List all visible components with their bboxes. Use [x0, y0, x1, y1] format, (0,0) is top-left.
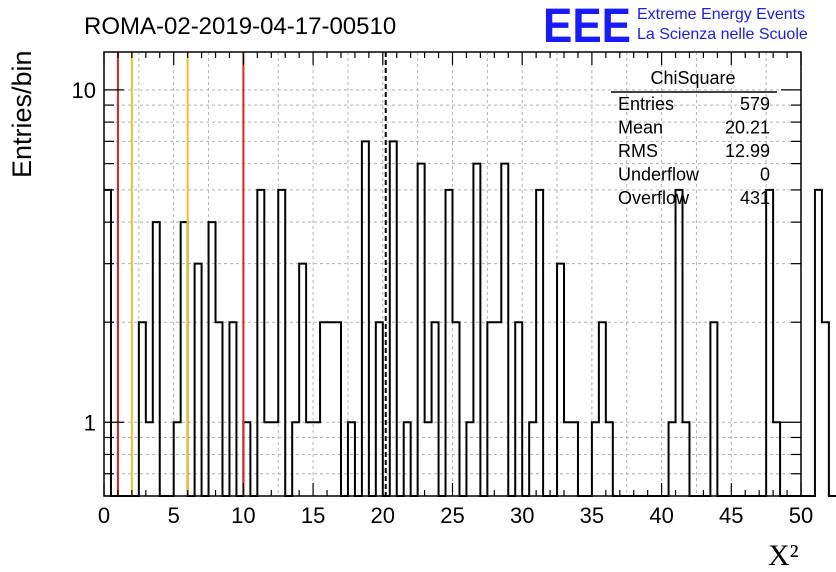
x-tick-label: 15: [301, 503, 325, 528]
eee-logo-line1: Extreme Energy Events: [637, 6, 805, 23]
eee-logo-line2: La Scienza nelle Scuole: [637, 26, 808, 43]
histogram-outline: [104, 140, 836, 497]
x-tick-label: 20: [371, 503, 395, 528]
marker-lines: [116, 52, 387, 496]
stats-label: Mean: [618, 118, 663, 138]
x-tick-label: 25: [440, 503, 464, 528]
y-tick-label: 10: [72, 78, 96, 103]
chart-title: ROMA-02-2019-04-17-00510: [84, 13, 396, 40]
x-tick-label: 30: [510, 503, 534, 528]
eee-logo: EEE Extreme Energy Events La Scienza nel…: [543, 0, 808, 53]
stats-rows: Entries 579 Mean 20.21 RMS 12.99 Underflow 0 Ove…: [618, 94, 770, 208]
x-tick-label: 5: [168, 503, 180, 528]
stats-label: Underflow: [618, 165, 700, 185]
stats-name: ChiSquare: [650, 68, 735, 88]
y-axis-label: Entries/bin: [7, 50, 37, 178]
stats-box: ChiSquare Entries 579 Mean 20.21 RMS 12.99 Und…: [611, 68, 777, 208]
stats-label: Overflow: [618, 188, 690, 208]
x-tick-label: 45: [719, 503, 743, 528]
stats-value: 0: [760, 165, 770, 185]
x-tick-label: 0: [98, 503, 110, 528]
stats-label: Entries: [618, 94, 674, 114]
x-tick-label: 40: [649, 503, 673, 528]
x-tick-label: 10: [231, 503, 255, 528]
x-axis-label: X²: [768, 539, 799, 572]
eee-logo-mark: EEE: [543, 0, 631, 53]
axis-ticks: 0 5 10 15 20 25 30 35 40 45 50 1 10: [72, 52, 813, 528]
histogram: [104, 140, 836, 497]
stats-value: 12.99: [725, 141, 770, 161]
x-tick-label: 50: [789, 503, 813, 528]
stats-value: 20.21: [725, 118, 770, 138]
x-tick-label: 35: [580, 503, 604, 528]
y-tick-label: 1: [84, 410, 96, 435]
stats-value: 431: [740, 188, 770, 208]
stats-value: 579: [740, 94, 770, 114]
stats-label: RMS: [618, 141, 658, 161]
